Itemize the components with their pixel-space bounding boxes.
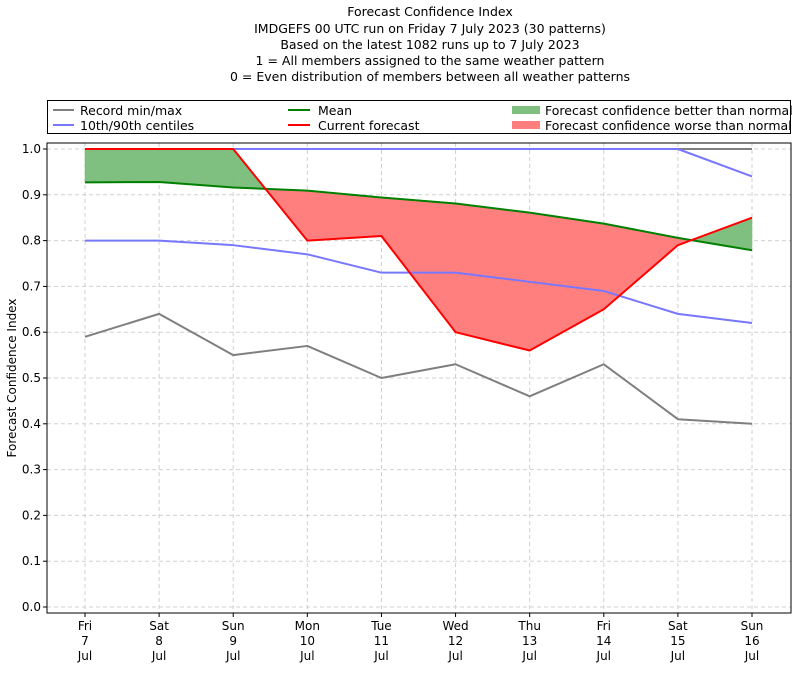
- y-tick-label-4: 0.4: [22, 417, 41, 431]
- x-tick-label-8-date: 15: [670, 634, 685, 648]
- y-tick-label-8: 0.8: [22, 234, 41, 248]
- x-tick-label-6-date: 13: [522, 634, 537, 648]
- fill-worse-4-0: [381, 197, 456, 333]
- x-tick-label-3-day: Mon: [295, 619, 320, 633]
- x-tick-label-9-day: Sun: [741, 619, 764, 633]
- chart-title: Forecast Confidence Index IMDGEFS 00 UTC…: [230, 4, 630, 84]
- x-tick-label-5-date: 12: [448, 634, 463, 648]
- legend-label-better: Forecast confidence better than normal: [545, 103, 793, 118]
- x-tick-label-5-day: Wed: [442, 619, 468, 633]
- x-tick-label-1-month: Jul: [151, 649, 166, 663]
- x-tick-label-7-day: Fri: [597, 619, 611, 633]
- x-tick-label-2-date: 9: [229, 634, 237, 648]
- legend-label-record: Record min/max: [80, 103, 182, 118]
- x-tick-label-0-month: Jul: [77, 649, 92, 663]
- x-tick-label-0-day: Fri: [78, 619, 92, 633]
- y-tick-label-9: 0.9: [22, 188, 41, 202]
- series-line-mean: [84, 180, 753, 252]
- x-tick-label-5-month: Jul: [447, 649, 462, 663]
- x-tick-label-0-date: 7: [81, 634, 89, 648]
- x-tick-label-4-date: 11: [374, 634, 389, 648]
- legend-label-current: Current forecast: [318, 118, 420, 133]
- series-line-record-min: [84, 312, 753, 425]
- y-tick-label-6: 0.6: [22, 325, 41, 339]
- legend-frame: [47, 100, 791, 134]
- x-tick-label-3-month: Jul: [299, 649, 314, 663]
- title-line-5: 0 = Even distribution of members between…: [230, 69, 630, 84]
- x-tick-label-2-month: Jul: [225, 649, 240, 663]
- title-line-2: IMDGEFS 00 UTC run on Friday 7 July 2023…: [254, 21, 606, 36]
- x-tick-label-8-day: Sat: [668, 619, 688, 633]
- y-tick-label-3: 0.3: [22, 463, 41, 477]
- x-tick-label-7-month: Jul: [596, 649, 611, 663]
- x-tick-label-4-month: Jul: [373, 649, 388, 663]
- legend-swatch-better: [512, 106, 540, 114]
- fill-better-1-0: [158, 148, 234, 188]
- y-tick-label-7: 0.7: [22, 279, 41, 293]
- x-tick-label-8-month: Jul: [670, 649, 685, 663]
- legend-label-mean: Mean: [318, 103, 352, 118]
- y-tick-label-10: 1.0: [22, 142, 41, 156]
- y-tick-label-1: 0.1: [22, 554, 41, 568]
- x-tick-label-9-date: 16: [744, 634, 759, 648]
- y-tick-label-5: 0.5: [22, 371, 41, 385]
- series-line-10th-centile: [85, 239, 753, 325]
- x-tick-label-1-day: Sat: [149, 619, 169, 633]
- title-line-1: Forecast Confidence Index: [347, 4, 513, 19]
- x-tick-label-6-month: Jul: [521, 649, 536, 663]
- x-tick-label-6-day: Thu: [517, 619, 541, 633]
- x-axis-ticks: Fri7JulSat8JulSun9JulMon10JulTue11JulWed…: [77, 613, 764, 663]
- y-tick-label-2: 0.2: [22, 508, 41, 522]
- x-tick-label-4-day: Tue: [370, 619, 392, 633]
- legend-label-centiles: 10th/90th centiles: [80, 118, 194, 133]
- legend-swatch-worse: [512, 121, 540, 129]
- series-lines: [84, 148, 753, 425]
- confidence-fills: [84, 148, 753, 351]
- fill-better-0-0: [84, 148, 160, 183]
- series-line-current-forecast: [85, 148, 753, 352]
- x-tick-label-1-date: 8: [155, 634, 163, 648]
- x-tick-label-3-date: 10: [300, 634, 315, 648]
- legend-label-worse: Forecast confidence worse than normal: [545, 118, 792, 133]
- y-axis-ticks: 0.0 0.1 0.2 0.3 0.4 0.5 0.6 0.7 0.8 0.9 1.0: [22, 142, 47, 614]
- x-tick-label-9-month: Jul: [744, 649, 759, 663]
- fill-worse-3-0: [307, 190, 382, 241]
- legend: Record min/max 10th/90th centiles Mean C…: [47, 100, 793, 134]
- title-line-4: 1 = All members assigned to the same wea…: [256, 53, 605, 68]
- y-axis-label: Forecast Confidence Index: [5, 299, 19, 458]
- title-line-3: Based on the latest 1082 runs up to 7 Ju…: [280, 37, 579, 52]
- x-tick-label-7-date: 14: [596, 634, 611, 648]
- x-tick-label-2-day: Sun: [222, 619, 245, 633]
- y-tick-label-0: 0.0: [22, 600, 41, 614]
